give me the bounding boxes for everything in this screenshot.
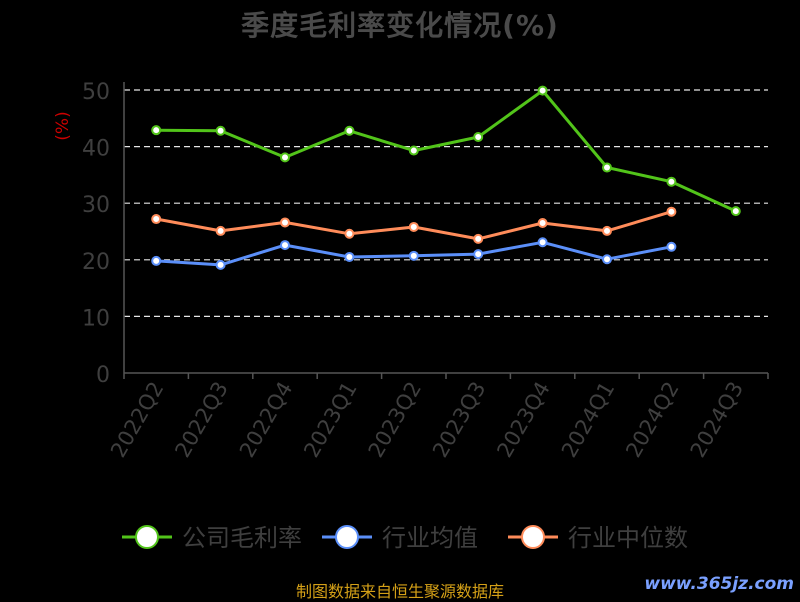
x-tick-label: 2022Q4 [235,378,297,462]
data-point [602,254,612,265]
data-point [666,241,677,252]
data-point [408,221,419,232]
y-tick-label: 0 [96,363,110,388]
data-point [537,237,548,248]
data-point [151,125,162,136]
legend-label-0[interactable]: 公司毛利率 [182,524,302,552]
data-point [215,125,226,136]
data-point [473,131,484,142]
data-point [473,233,484,244]
data-point [666,176,677,187]
x-tick-label: 2023Q2 [364,378,426,462]
y-tick-label: 50 [82,80,110,105]
site-watermark: www.365jz.com [644,574,794,594]
y-axis-label: (%) [53,111,73,140]
data-source-note: 制图数据来自恒生聚源数据库 [295,582,504,601]
data-point [537,218,548,229]
legend-label-2[interactable]: 行业中位数 [568,524,688,552]
data-point [215,259,226,270]
chart-title: 季度毛利率变化情况(%) [241,9,559,42]
data-point [730,206,741,217]
data-point [473,249,484,260]
x-tick-label: 2022Q2 [106,378,168,462]
data-point [666,206,677,217]
data-point [280,240,290,251]
y-tick-label: 40 [82,137,110,162]
data-point [602,225,612,236]
data-point [280,152,290,163]
y-tick-label: 30 [82,193,110,218]
data-point [344,251,355,262]
x-tick-label: 2023Q4 [492,378,554,462]
data-point [602,162,612,173]
data-point [344,228,355,239]
legend-label-1[interactable]: 行业均值 [382,524,478,552]
x-tick-label: 2023Q1 [299,378,361,462]
data-point [537,85,548,96]
series-line-0 [156,89,737,213]
data-point [408,145,419,156]
data-point [408,250,419,261]
data-point [151,255,162,266]
x-tick-label: 2024Q3 [686,378,748,462]
y-tick-label: 10 [82,306,110,331]
data-point [151,214,162,225]
y-tick-label: 20 [82,250,110,275]
x-tick-label: 2023Q3 [428,378,490,462]
legend-marker-2[interactable] [521,525,545,549]
x-tick-label: 2024Q1 [557,378,619,462]
legend-marker-0[interactable] [135,525,159,549]
data-point [344,125,355,136]
x-tick-label: 2022Q3 [170,378,232,462]
legend-marker-1[interactable] [335,525,359,549]
data-point [215,225,226,236]
data-point [280,217,290,228]
x-tick-label: 2024Q2 [621,378,683,462]
